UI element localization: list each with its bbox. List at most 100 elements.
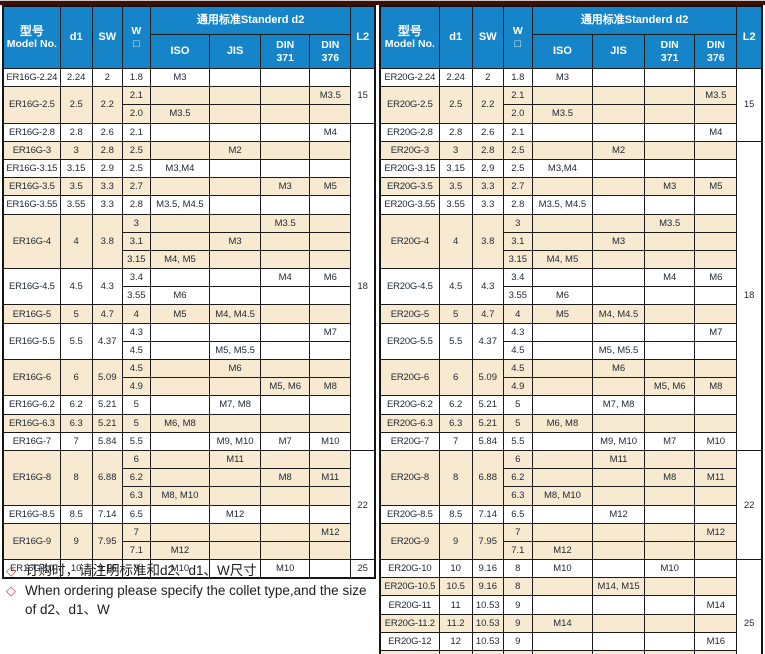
din371-cell: M8 [644,468,696,488]
table-row: ER16G-8.5 8.5 7.14 6.5 M12 [2,504,375,524]
l2-cell: 18 [736,140,763,451]
jis-cell [209,86,262,106]
d1-cell: 2.8 [438,122,473,142]
din376-cell [309,140,352,160]
w-cell: 2.1 [502,122,533,142]
col-header-din376: DIN 376 [694,34,738,69]
jis-cell: M4, M4.5 [591,304,646,324]
sw-cell: 5.09 [91,358,123,397]
din371-cell [260,122,311,142]
din371-cell [260,358,311,379]
w-cell: 2.0 [502,104,533,124]
iso-cell [531,595,594,615]
model-cell: ER20G-9 [379,522,440,561]
sw-cell: 4.7 [471,304,504,324]
model-cell: ER16G-8 [2,449,61,506]
sw-cell: 2 [471,67,504,88]
l2-cell: 15 [350,68,376,124]
model-cell: ER16G-2.8 [2,122,61,142]
din371-cell [260,413,311,433]
d1-cell: 5 [438,304,473,324]
table-row: ER20G-8.5 8.5 7.14 6.5 M12 [379,504,762,524]
din371-cell: M10 [260,559,311,579]
sw-cell: 10.53 [471,613,504,633]
table-row: ER16G-3.55 3.55 3.3 2.8 M3.5, M4.5 [2,195,375,215]
d1-cell: 5 [59,304,93,324]
model-cell: ER16G-8.5 [2,504,61,524]
sw-cell: 4.37 [91,322,123,361]
d1-cell: 7 [59,431,93,451]
sw-cell: 6.88 [471,449,504,506]
jis-cell: M5, M5.5 [591,340,646,361]
din376-cell: M6 [694,268,738,288]
table-row: 4.9 M5, M6 M8 [380,377,762,397]
table-row: ER16G-6 6 5.09 4.5 M6 [2,358,375,397]
d1-cell: 2.24 [438,67,473,88]
iso-cell: M8, M10 [531,486,594,506]
w-cell: 9 [502,631,533,652]
din376-cell [694,577,738,597]
din371-cell [260,249,311,270]
din376-cell: M12 [694,522,738,542]
jis-cell [209,177,262,197]
din371-cell: M8 [260,468,311,488]
w-cell: 3.15 [502,249,533,270]
sw-cell: 3.3 [91,195,123,215]
model-cell: ER16G-6.2 [2,395,61,415]
w-cell: 2.5 [121,140,151,160]
din371-cell [644,649,696,654]
d1-cell: 3.55 [59,195,93,215]
d1-cell: 9 [438,522,473,561]
model-cell: ER16G-6.3 [2,413,61,433]
table-row: 7.1 M12 [380,540,762,561]
din371-cell: M7 [644,431,696,451]
d1-cell: 5.5 [59,322,93,361]
iso-cell: M6, M8 [531,413,594,433]
sw-cell: 10.53 [471,631,504,652]
jis-cell [591,486,646,506]
model-cell: ER20G-5.5 [379,322,440,361]
din376-cell [309,249,352,270]
table-row: ER20G-4.5 4.5 4.3 3.4 M4 M6 [379,268,762,306]
sw-cell: 5.21 [471,395,504,415]
model-cell: ER20G-12 [379,631,440,652]
model-cell: ER16G-10 [2,559,61,579]
w-cell: 2.7 [121,177,151,197]
iso-cell: M5 [149,304,211,324]
d1-cell: 10.5 [438,577,473,597]
d1-cell: 2.24 [59,67,93,88]
jis-cell [591,613,646,633]
iso-cell [149,213,211,233]
sw-cell: 2.2 [91,86,123,124]
d1-cell: 3 [59,140,93,160]
table-row: ER16G-4.5 4.5 4.3 3.4 M4 M6 [2,268,375,306]
din376-cell: M14 [694,595,738,615]
model-cell: ER16G-7 [2,431,61,451]
din371-cell [644,195,696,215]
iso-cell [531,631,594,652]
d1-cell: 3.15 [59,158,93,179]
iso-cell [531,231,594,251]
d1-cell: 10 [438,559,473,579]
sw-cell: 2.2 [471,86,504,124]
d1-cell: 12.5 [438,649,473,654]
model-cell: ER20G-3.5 [379,177,440,197]
l2-cell: 25 [350,559,376,579]
din376-cell [694,413,738,433]
col-header-d1: d1 [59,5,93,69]
model-cell: ER20G-2.24 [379,67,440,88]
din376-cell [309,213,352,233]
din371-cell: M5, M6 [644,377,696,397]
iso-cell [531,122,594,142]
model-cell: ER16G-2.24 [2,67,61,88]
jis-cell [591,177,646,197]
jis-cell: M16 [591,649,646,654]
din371-cell [260,286,311,306]
d1-cell: 3.15 [438,158,473,179]
w-cell: 7 [502,522,533,542]
din371-cell [644,322,696,342]
iso-cell [531,140,594,160]
din371-cell [644,104,696,124]
table-row: ER16G-10 10 9.16 8 M10 M10 25 [2,559,376,579]
table-row: ER16G-6.3 6.3 5.21 5 M6, M8 [2,413,375,433]
